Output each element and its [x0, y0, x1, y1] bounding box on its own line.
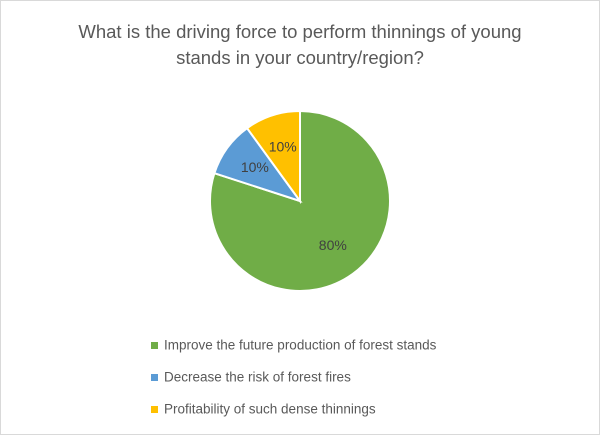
legend-swatch	[151, 374, 158, 381]
legend-swatch	[151, 342, 158, 349]
slice-label: 10%	[269, 139, 297, 155]
legend-label: Decrease the risk of forest fires	[164, 370, 351, 385]
pie-slice	[245, 109, 301, 205]
chart-title: What is the driving force to perform thi…	[78, 21, 522, 68]
legend-label: Improve the future production of forest …	[164, 338, 437, 353]
slice-label: 10%	[241, 159, 269, 175]
slice-label: 80%	[319, 237, 347, 253]
legend-swatch	[151, 406, 158, 413]
legend-label: Profitability of such dense thinnings	[164, 402, 376, 417]
